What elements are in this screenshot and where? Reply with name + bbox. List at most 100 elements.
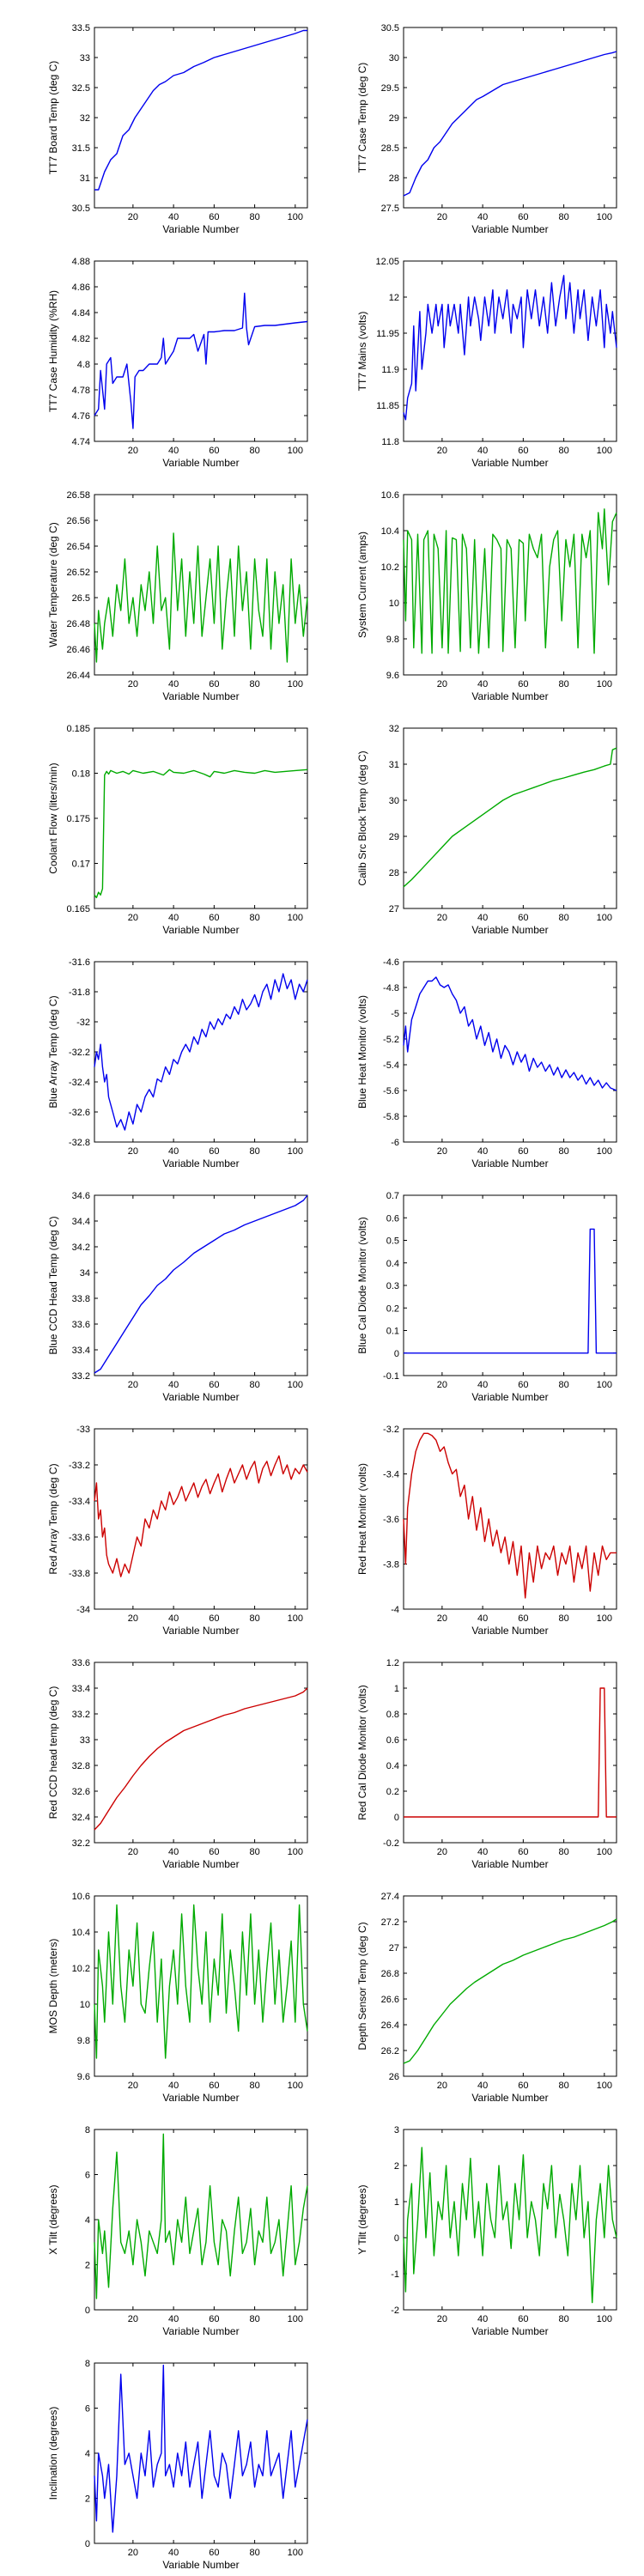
- y-tick-label: 4: [85, 2449, 90, 2459]
- x-axis-label: Variable Number: [162, 1625, 239, 1637]
- y-axis-label: Calib Src Block Temp (deg C): [356, 750, 368, 885]
- y-tick-label: -4: [391, 1605, 399, 1615]
- chart-8: 20 40 60 80 100 32 31 30 29 28 27 Variable Number Ca…: [356, 724, 617, 936]
- y-axis-label: System Current (amps): [356, 532, 368, 638]
- y-tick-label: -33.8: [69, 1569, 90, 1579]
- x-tick-label: 80: [558, 1146, 568, 1157]
- x-axis-label: Variable Number: [162, 2325, 239, 2337]
- x-tick-label: 40: [168, 2548, 179, 2558]
- x-tick-label: 40: [477, 1613, 488, 1624]
- chart-2: 20 40 60 80 100 30.5 30 29.5 29 28.5 28 27.5 Variabl…: [356, 23, 617, 235]
- x-tick-label: 100: [597, 2081, 612, 2091]
- series-line: [94, 532, 308, 663]
- x-tick-label: 40: [477, 212, 488, 222]
- y-tick-label: -5.6: [383, 1086, 399, 1097]
- x-tick-label: 80: [558, 2314, 568, 2324]
- y-tick-label: 10.4: [72, 1928, 90, 1938]
- y-axis-label: TT7 Case Temp (deg C): [356, 63, 368, 173]
- plot-area: [94, 1428, 308, 1610]
- y-tick-label: 10.6: [381, 490, 399, 501]
- x-axis-label: Variable Number: [471, 1391, 548, 1403]
- y-tick-label: 8: [85, 2359, 90, 2369]
- plot-area: [94, 27, 308, 209]
- y-tick-label: 34: [80, 1268, 90, 1279]
- y-tick-label: 10.2: [72, 1964, 90, 1974]
- x-tick-label: 20: [437, 913, 447, 923]
- y-tick-label: 0.2: [386, 1303, 399, 1314]
- x-axis-label: Variable Number: [162, 1157, 239, 1170]
- x-tick-label: 40: [168, 2314, 179, 2324]
- chart-16: 20 40 60 80 100 1.2 1 0.8 0.6 0.4 0.2 0 -0.2 Variable…: [356, 1658, 617, 1870]
- plot-area: [403, 1194, 617, 1376]
- series-line: [94, 1194, 308, 1374]
- x-tick-label: 40: [477, 446, 488, 456]
- x-tick-label: 60: [518, 2314, 528, 2324]
- plot-area: [403, 1662, 617, 1844]
- x-tick-label: 40: [477, 1146, 488, 1157]
- y-tick-label: 26.2: [381, 2046, 399, 2057]
- x-tick-label: 20: [437, 2081, 447, 2091]
- plot-area: [94, 1662, 308, 1844]
- x-tick-label: 20: [128, 1380, 138, 1390]
- x-tick-label: 60: [209, 2548, 219, 2558]
- y-tick-label: 4.74: [72, 437, 90, 447]
- series-line: [403, 747, 617, 888]
- x-tick-label: 100: [597, 1847, 612, 1857]
- x-tick-label: 100: [288, 679, 303, 690]
- x-tick-label: 80: [558, 212, 568, 222]
- x-axis-label: Variable Number: [471, 457, 548, 469]
- plot-area: [94, 2362, 308, 2544]
- y-tick-label: 10.2: [381, 562, 399, 573]
- y-tick-label: 3: [394, 2125, 399, 2136]
- y-tick-label: 26.46: [66, 645, 90, 655]
- x-axis-label: Variable Number: [162, 2559, 239, 2571]
- y-tick-label: -31.6: [69, 957, 90, 968]
- y-tick-label: 4.84: [72, 308, 90, 319]
- y-tick-label: 0: [85, 2539, 90, 2549]
- y-tick-label: 32.8: [72, 1761, 90, 1771]
- y-tick-label: 0.3: [386, 1281, 399, 1291]
- y-tick-label: 2: [85, 2494, 90, 2505]
- y-tick-label: 0.1: [386, 1327, 399, 1337]
- x-tick-label: 20: [128, 1613, 138, 1624]
- series-line: [404, 1687, 617, 1818]
- y-tick-label: -3.6: [383, 1515, 399, 1525]
- x-tick-label: 100: [597, 446, 612, 456]
- y-tick-label: 33.6: [72, 1658, 90, 1668]
- y-tick-label: 32.6: [72, 1787, 90, 1797]
- series-line: [403, 2147, 617, 2304]
- y-tick-label: 26.52: [66, 568, 90, 578]
- y-tick-label: 27.5: [381, 204, 399, 214]
- y-tick-label: 11.85: [376, 401, 399, 411]
- y-tick-label: 34.2: [72, 1242, 90, 1253]
- y-tick-label: 34.4: [72, 1217, 90, 1227]
- y-tick-label: -5.2: [383, 1035, 399, 1045]
- x-tick-label: 80: [558, 1613, 568, 1624]
- x-tick-label: 20: [437, 2314, 447, 2324]
- chart-12: 20 40 60 80 100 0.7 0.6 0.5 0.4 0.3 0.2 0.1 0 -0.1 Var…: [356, 1191, 617, 1403]
- x-tick-label: 80: [249, 1613, 259, 1624]
- x-axis-label: Variable Number: [471, 1625, 548, 1637]
- x-tick-label: 40: [168, 2081, 179, 2091]
- series-line: [94, 769, 308, 899]
- chart-5: 20 40 60 80 100 26.58 26.56 26.54 26.52 26.5 26.48…: [47, 490, 308, 702]
- y-tick-label: -5.4: [383, 1060, 399, 1071]
- y-tick-label: -3.8: [383, 1560, 399, 1571]
- y-tick-label: 11.95: [376, 329, 399, 339]
- y-tick-label: 26.8: [381, 1969, 399, 1979]
- y-tick-label: 0.185: [66, 724, 90, 734]
- y-tick-label: -32: [76, 1018, 90, 1028]
- x-axis-label: Variable Number: [471, 924, 548, 936]
- x-tick-label: 100: [597, 2314, 612, 2324]
- x-tick-label: 20: [128, 212, 138, 222]
- y-tick-label: 9.6: [77, 2072, 90, 2082]
- y-tick-label: 28: [389, 173, 399, 184]
- x-tick-label: 40: [477, 2081, 488, 2091]
- x-axis-label: Variable Number: [471, 1157, 548, 1170]
- plot-area: [403, 2129, 617, 2311]
- y-tick-label: 30.5: [381, 23, 399, 33]
- y-tick-label: 1: [394, 2197, 399, 2208]
- x-tick-label: 40: [168, 1146, 179, 1157]
- x-tick-label: 40: [477, 913, 488, 923]
